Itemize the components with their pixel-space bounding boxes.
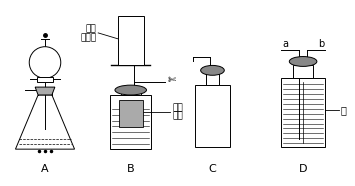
Text: a: a xyxy=(282,39,288,49)
Ellipse shape xyxy=(115,85,147,95)
Text: D: D xyxy=(299,164,307,174)
Text: 塑料瓶: 塑料瓶 xyxy=(80,33,96,42)
Text: ✄: ✄ xyxy=(167,75,175,85)
Bar xyxy=(110,95,151,149)
Bar xyxy=(282,78,325,147)
Bar xyxy=(119,100,142,127)
Bar xyxy=(118,16,143,65)
Polygon shape xyxy=(16,95,75,149)
Ellipse shape xyxy=(201,65,224,75)
Text: A: A xyxy=(41,164,49,174)
Ellipse shape xyxy=(289,57,317,66)
Text: C: C xyxy=(209,164,216,174)
Polygon shape xyxy=(35,87,55,95)
Bar xyxy=(121,90,141,95)
Bar xyxy=(195,85,230,147)
Bar xyxy=(37,77,53,82)
Circle shape xyxy=(29,47,61,78)
Text: 纱网: 纱网 xyxy=(172,111,183,120)
Text: 去底: 去底 xyxy=(86,25,96,33)
Bar xyxy=(293,65,313,78)
Text: B: B xyxy=(127,164,135,174)
Text: b: b xyxy=(318,39,324,49)
Text: 塑料: 塑料 xyxy=(172,103,183,112)
Bar xyxy=(206,73,219,85)
Text: 水: 水 xyxy=(340,105,346,115)
